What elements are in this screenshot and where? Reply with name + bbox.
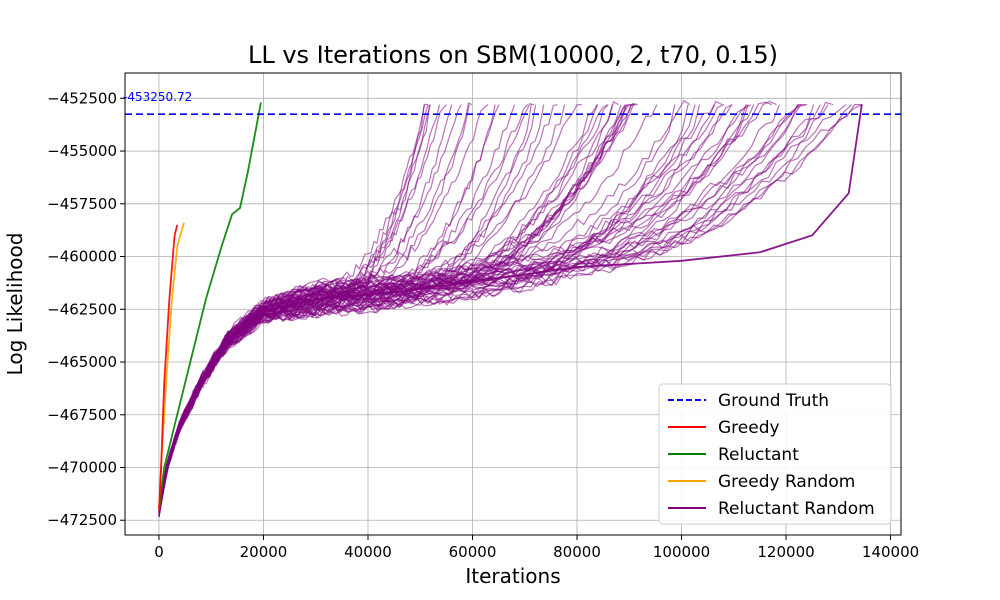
x-tick-label: 0 (154, 543, 164, 561)
reluctant-random-run (158, 100, 619, 516)
x-tick-label: 20000 (240, 543, 288, 561)
legend-label-greedy-random: Greedy Random (718, 472, 855, 492)
series-line-greedy (158, 224, 179, 510)
legend-label-reluctant: Reluctant (718, 445, 799, 465)
reluctant-random-run (158, 104, 821, 513)
y-tick-label: −467500 (47, 406, 117, 424)
reluctant-random-run (158, 104, 496, 516)
chart-title: LL vs Iterations on SBM(10000, 2, t70, 0… (248, 41, 778, 69)
reluctant-random-run (158, 102, 638, 517)
x-tick-label: 120000 (757, 543, 814, 561)
y-tick-label: −470000 (47, 458, 117, 476)
y-tick-label: −472500 (47, 511, 117, 529)
x-tick-label: 140000 (862, 543, 919, 561)
reluctant-random-run (158, 101, 773, 518)
reluctant-random-run (158, 104, 863, 515)
reluctant-random-run (158, 100, 723, 512)
ground-truth-value-label: -453250.72 (123, 90, 192, 104)
x-tick-label: 60000 (449, 543, 497, 561)
x-tick-label: 40000 (344, 543, 392, 561)
y-tick-label: −452500 (47, 89, 117, 107)
reluctant-random-run (158, 104, 716, 511)
y-axis-label: Log Likelihood (3, 233, 27, 376)
x-axis: 0 20000 40000 60000 80000 100000 120000 140000 (154, 535, 919, 561)
y-tick-label: −460000 (47, 248, 117, 266)
legend-items: Ground Truth Greedy Reluctant Greedy Random… (668, 391, 875, 519)
x-tick-label: 100000 (653, 543, 710, 561)
x-axis-label: Iterations (465, 564, 560, 588)
y-tick-label: −465000 (47, 353, 117, 371)
reluctant-random-run (158, 104, 853, 513)
reluctant-random-run (158, 104, 733, 508)
legend-label-reluctant-random: Reluctant Random (718, 499, 875, 519)
series-layer (125, 99, 901, 518)
series-line-reluctant-random (158, 104, 863, 512)
reluctant-random-run (158, 104, 733, 508)
reluctant-random-run (158, 104, 815, 515)
legend-box (658, 383, 892, 525)
plot-frame (124, 72, 902, 536)
reluctant-random-run (158, 104, 636, 513)
y-tick-label: −457500 (47, 195, 117, 213)
series-line-reluctant (158, 102, 262, 510)
reluctant-random-run (158, 104, 798, 514)
y-tick-label: −462500 (47, 300, 117, 318)
reluctant-random-run (158, 104, 582, 517)
reluctant-random-run (158, 104, 658, 517)
y-tick-label: −455000 (47, 142, 117, 160)
reluctant-random-run (158, 104, 545, 508)
legend-label-greedy: Greedy (718, 418, 780, 438)
x-tick-label: 80000 (553, 543, 601, 561)
reluctant-random-run (158, 104, 689, 509)
y-axis: −472500 −470000 −467500 −465000 −462500 −4600… (47, 89, 125, 529)
legend-label-ground-truth: Ground Truth (718, 391, 829, 411)
legend: Ground Truth Greedy Reluctant Greedy Random… (658, 383, 892, 525)
